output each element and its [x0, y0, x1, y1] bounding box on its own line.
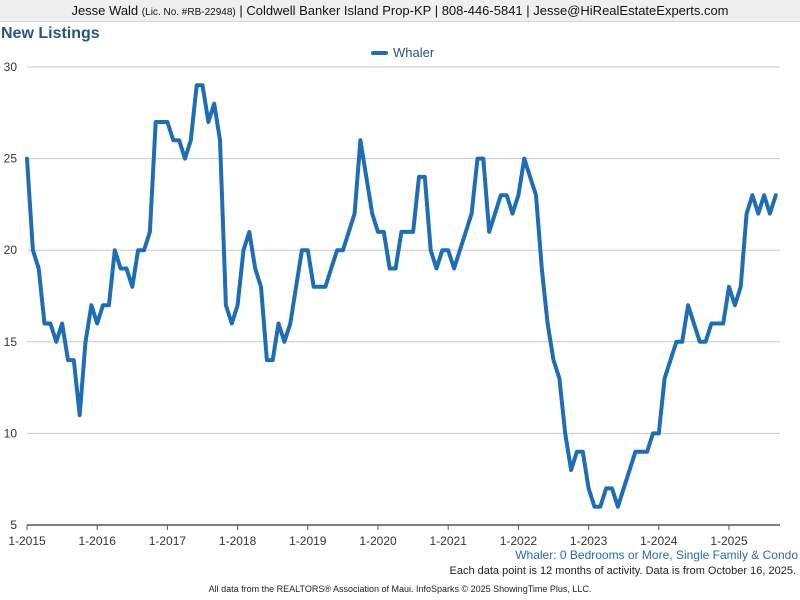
y-tick-label: 10 — [4, 426, 18, 440]
x-tick-label: 1-2017 — [149, 534, 187, 548]
y-tick-label: 5 — [10, 518, 17, 532]
legend-swatch — [371, 50, 388, 55]
agent-name: Jesse Wald — [71, 3, 139, 18]
chart-title: New Listings — [1, 25, 100, 42]
x-tick-label: 1-2022 — [500, 534, 538, 548]
x-tick-label: 1-2021 — [430, 534, 468, 548]
y-tick-label: 30 — [4, 60, 18, 74]
x-tick-label: 1-2016 — [79, 534, 117, 548]
x-tick-label: 1-2023 — [570, 534, 608, 548]
y-tick-label: 25 — [4, 152, 18, 166]
data-note: Each data point is 12 months of activity… — [449, 565, 796, 577]
series-line-whaler — [25, 83, 778, 509]
x-tick-label: 1-2024 — [640, 534, 678, 548]
header-bar: Jesse Wald (Lic. No. #RB-22948) | Coldwe… — [0, 0, 800, 22]
x-tick-label: 1-2018 — [219, 534, 257, 548]
y-tick-label: 15 — [4, 335, 18, 349]
chart-subtitle: Whaler: 0 Bedrooms or More, Single Famil… — [515, 548, 798, 562]
x-tick-label: 1-2019 — [289, 534, 327, 548]
x-tick-label: 1-2025 — [710, 534, 748, 548]
license-number: (Lic. No. #RB-22948) — [141, 7, 236, 18]
company-contact: | Coldwell Banker Island Prop-KP | 808-4… — [239, 3, 729, 18]
x-tick-label: 1-2020 — [359, 534, 397, 548]
x-tick-label: 1-2015 — [8, 534, 46, 548]
y-tick-label: 20 — [4, 243, 18, 257]
data-credit: All data from the REALTORS® Association … — [208, 584, 592, 594]
legend[interactable]: Whaler — [371, 45, 434, 60]
legend-label: Whaler — [393, 45, 435, 60]
